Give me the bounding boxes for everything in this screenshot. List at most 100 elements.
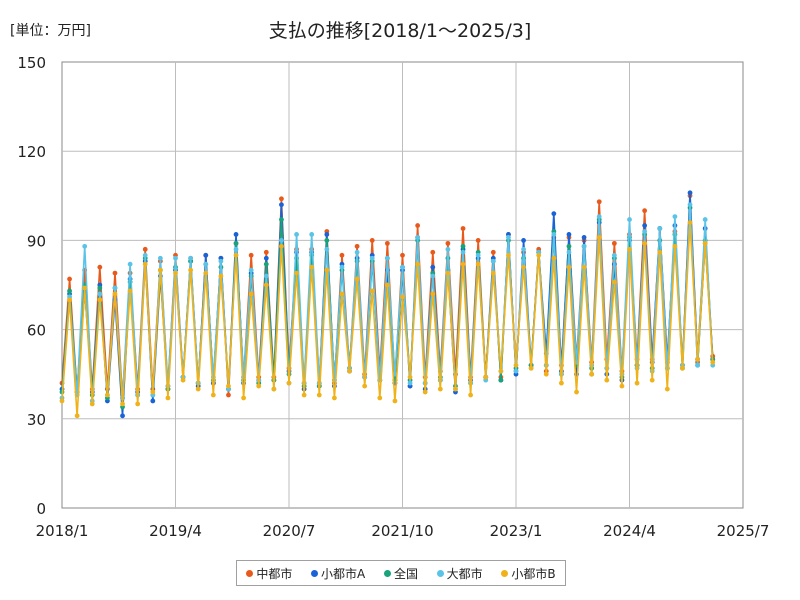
data-point xyxy=(67,297,72,303)
data-point xyxy=(316,392,322,398)
data-point xyxy=(559,380,564,386)
data-point xyxy=(97,297,103,303)
data-point xyxy=(173,255,178,261)
data-point xyxy=(97,291,103,297)
data-point xyxy=(377,395,383,401)
legend-marker xyxy=(501,569,509,577)
legend-marker xyxy=(436,569,444,577)
grid-layer xyxy=(61,61,744,509)
data-point xyxy=(248,267,254,273)
data-point xyxy=(566,232,572,237)
data-point xyxy=(339,252,345,258)
data-point xyxy=(475,261,481,267)
data-point xyxy=(89,401,95,407)
data-point xyxy=(279,243,284,249)
data-point xyxy=(279,217,284,222)
data-point xyxy=(596,235,602,240)
data-point xyxy=(384,282,390,288)
data-point xyxy=(498,377,504,383)
data-point xyxy=(256,383,262,389)
data-point xyxy=(354,276,360,282)
data-point xyxy=(468,392,473,398)
data-point xyxy=(263,255,269,261)
data-point xyxy=(347,368,352,374)
data-point xyxy=(521,264,526,270)
data-point xyxy=(233,246,239,252)
data-point xyxy=(619,383,625,389)
data-point xyxy=(695,362,700,368)
x-tick-label: 2021/10 xyxy=(371,522,433,540)
data-point xyxy=(657,226,663,231)
data-point xyxy=(384,255,390,261)
legend-item: 全国 xyxy=(383,565,418,582)
data-point xyxy=(324,246,330,252)
data-point xyxy=(581,264,587,270)
data-point xyxy=(142,261,148,267)
x-tick-label: 2025/7 xyxy=(717,522,770,540)
data-point xyxy=(263,273,269,279)
data-point xyxy=(203,270,209,276)
data-point xyxy=(82,243,88,249)
data-point xyxy=(490,270,496,276)
y-tick-label: 0 xyxy=(36,500,46,518)
data-point xyxy=(642,223,648,228)
data-point xyxy=(173,270,178,276)
data-point xyxy=(157,255,163,261)
data-point xyxy=(611,279,617,285)
data-point xyxy=(627,246,632,252)
data-point xyxy=(135,401,141,407)
data-point xyxy=(642,229,648,234)
series-line xyxy=(61,192,714,417)
data-point xyxy=(248,291,254,297)
y-tick-label: 90 xyxy=(27,232,46,250)
x-tick-label: 2020/7 xyxy=(263,522,316,540)
data-point xyxy=(415,223,421,228)
y-tick-label: 30 xyxy=(27,411,46,429)
data-point xyxy=(188,267,194,273)
x-tick-label: 2024/4 xyxy=(603,522,656,540)
data-point xyxy=(506,252,511,258)
data-point xyxy=(581,235,587,240)
data-point xyxy=(82,285,88,291)
data-point xyxy=(702,217,708,222)
legend-label: 小都市A xyxy=(321,566,366,581)
data-point xyxy=(286,380,292,386)
data-point xyxy=(226,392,231,398)
data-point xyxy=(483,374,489,380)
data-point xyxy=(233,252,239,258)
data-point xyxy=(218,258,224,264)
data-point xyxy=(400,252,405,258)
series-layer xyxy=(59,190,716,419)
data-point xyxy=(430,264,436,270)
x-tick-label: 2019/4 xyxy=(149,522,202,540)
data-point xyxy=(127,261,133,267)
data-point xyxy=(339,291,345,297)
data-point xyxy=(460,249,466,255)
data-point xyxy=(309,264,315,270)
data-point xyxy=(400,294,405,300)
data-point xyxy=(354,249,360,255)
data-point xyxy=(263,249,269,255)
data-point xyxy=(400,264,405,270)
legend-marker xyxy=(383,569,391,577)
data-point xyxy=(528,365,534,371)
data-point xyxy=(513,368,519,374)
data-point xyxy=(581,243,587,249)
data-point xyxy=(105,392,110,398)
data-point xyxy=(611,240,617,246)
data-point xyxy=(233,240,239,246)
data-point xyxy=(112,270,118,276)
data-point xyxy=(210,392,216,398)
data-point xyxy=(566,249,572,255)
data-point xyxy=(604,377,610,383)
data-point xyxy=(195,386,201,392)
data-point xyxy=(203,252,209,258)
data-point xyxy=(574,389,579,395)
data-point xyxy=(634,380,640,386)
data-point xyxy=(392,398,398,404)
data-point xyxy=(687,202,693,208)
legend-item: 大都市 xyxy=(436,565,483,582)
data-point xyxy=(596,214,602,220)
data-point xyxy=(506,235,511,240)
data-point xyxy=(218,273,224,279)
